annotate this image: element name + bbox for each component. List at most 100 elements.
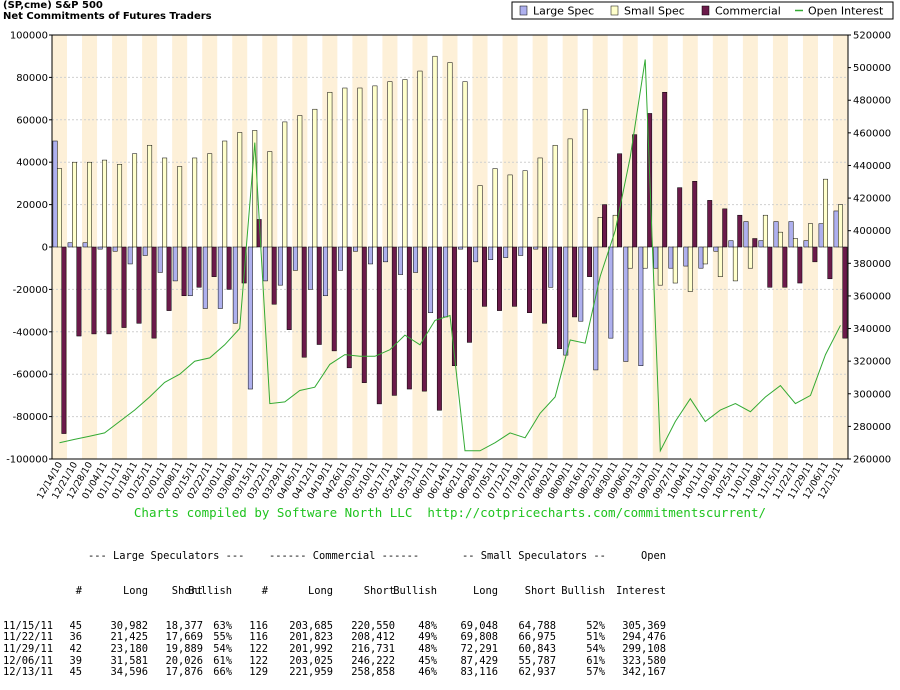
legend-swatch xyxy=(701,5,710,16)
bar-small-spec xyxy=(192,157,198,248)
bar-large-spec xyxy=(142,246,148,256)
bar-commercial xyxy=(196,246,202,288)
cot-cell: 122 xyxy=(249,642,268,655)
bar-large-spec xyxy=(743,221,749,248)
bar-large-spec xyxy=(518,246,524,256)
cot-col-header-row: # Long Short Bullish # Long Short Bullish Long Sh… xyxy=(0,585,666,598)
bar-small-spec xyxy=(807,223,813,248)
cot-cell: 83,116 xyxy=(460,666,498,679)
bar-large-spec xyxy=(623,246,629,362)
bar-commercial xyxy=(797,246,803,284)
bar-commercial xyxy=(557,246,562,350)
cot-cell: 46% xyxy=(418,666,437,679)
bar-commercial xyxy=(121,246,127,328)
bar-commercial xyxy=(451,246,457,366)
bar-small-spec xyxy=(297,115,303,248)
bar-large-spec xyxy=(638,246,644,366)
bar-small-spec xyxy=(162,157,168,248)
cot-cell: 23,180 xyxy=(110,642,148,655)
cot-cell: 51% xyxy=(586,631,605,644)
cot-chart: 100000 80000 60000 40000 20000 0 -20000 -40000 -… xyxy=(6,1,894,501)
bar-commercial xyxy=(151,246,157,339)
y-tick-label: 80000 xyxy=(16,73,48,84)
group-header-oi: Open xyxy=(641,550,667,563)
bar-commercial xyxy=(512,246,517,307)
bar-large-spec xyxy=(247,246,253,390)
cot-cell: 52% xyxy=(586,619,605,632)
bar-small-spec xyxy=(177,166,183,248)
bar-commercial xyxy=(497,246,502,311)
group-header-commercial: ------ Commercial ------ xyxy=(269,550,420,563)
bar-series xyxy=(52,55,848,434)
col-header: Short xyxy=(363,584,395,597)
col-header: Long xyxy=(307,584,333,597)
bar-commercial xyxy=(271,246,277,305)
credit-url[interactable]: http://cotpricecharts.com/commitmentscur… xyxy=(427,505,767,520)
bar-commercial xyxy=(572,246,578,318)
col-header: # xyxy=(75,584,82,597)
bar-small-spec xyxy=(237,132,243,248)
bar-small-spec xyxy=(582,108,588,248)
bar-small-spec xyxy=(507,174,513,248)
y2-tick-label: 520000 xyxy=(853,31,891,42)
cot-cell: 129 xyxy=(249,666,268,679)
y2-tick-label: 380000 xyxy=(853,259,891,270)
bar-small-spec xyxy=(687,246,693,292)
bar-commercial xyxy=(587,246,593,277)
bar-small-spec xyxy=(462,81,468,248)
cot-cell: 201,823 xyxy=(289,631,333,644)
cot-row: 11/15/11 45 30,982 18,377 63% 116 203,685 220,5… xyxy=(0,620,666,633)
col-header: Short xyxy=(524,584,556,597)
group-header-large: --- Large Speculators --- xyxy=(88,550,245,563)
bar-small-spec xyxy=(117,164,123,248)
cot-cell: 49% xyxy=(418,631,437,644)
open-interest-series-line xyxy=(59,59,841,453)
cot-cell: 342,167 xyxy=(622,666,666,679)
col-header: Short xyxy=(171,584,203,597)
y2-tick-label: 340000 xyxy=(853,324,891,335)
cot-cell: 305,369 xyxy=(622,619,666,632)
y2-tick-label: 360000 xyxy=(853,291,891,302)
bar-large-spec xyxy=(82,242,88,248)
bar-large-spec xyxy=(593,246,599,371)
bar-large-spec xyxy=(653,246,659,269)
y2-tick-label: 320000 xyxy=(853,357,891,368)
cot-row: 12/13/11 45 34,596 17,876 66% 129 221,959 258,8… xyxy=(0,667,666,679)
col-header: Bullish xyxy=(393,584,437,597)
bar-large-spec xyxy=(172,246,178,282)
cot-cell: 201,992 xyxy=(289,642,333,655)
y-tick-label: 100000 xyxy=(10,31,48,42)
cot-cell: 54% xyxy=(586,642,605,655)
bar-commercial xyxy=(662,91,668,248)
cot-cell: 69,048 xyxy=(460,619,498,632)
cot-table: --- Large Speculators --- ------ Commerc… xyxy=(0,528,666,690)
bar-large-spec xyxy=(307,246,313,290)
cot-cell: 48% xyxy=(418,619,437,632)
legend: Large Spec Small Spec Commercial Open Inter… xyxy=(511,1,894,20)
y-tick-label: -80000 xyxy=(13,412,48,423)
legend-swatch xyxy=(519,5,528,16)
bar-large-spec xyxy=(232,246,238,324)
bar-commercial xyxy=(391,246,397,396)
cot-cell: 203,685 xyxy=(289,619,333,632)
bar-large-spec xyxy=(187,246,193,297)
bar-commercial xyxy=(331,246,337,352)
bar-small-spec xyxy=(207,153,213,248)
cot-cell: 116 xyxy=(249,631,268,644)
y-tick-label: 0 xyxy=(42,243,48,254)
bar-large-spec xyxy=(608,246,614,339)
bar-small-spec xyxy=(147,144,153,248)
bar-large-spec xyxy=(67,242,73,248)
credit-label: Charts compiled by Software North LLC xyxy=(133,505,413,520)
bar-commercial xyxy=(376,246,382,405)
bar-commercial xyxy=(632,134,638,248)
bar-commercial xyxy=(677,187,683,248)
bar-commercial xyxy=(842,246,848,339)
bar-commercial xyxy=(767,246,773,288)
bar-small-spec xyxy=(537,157,543,248)
bar-large-spec xyxy=(428,246,434,313)
bar-large-spec xyxy=(758,240,764,248)
y-tick-label: -20000 xyxy=(13,285,48,296)
y2-tick-label: 440000 xyxy=(853,161,891,172)
bar-large-spec xyxy=(503,246,509,258)
